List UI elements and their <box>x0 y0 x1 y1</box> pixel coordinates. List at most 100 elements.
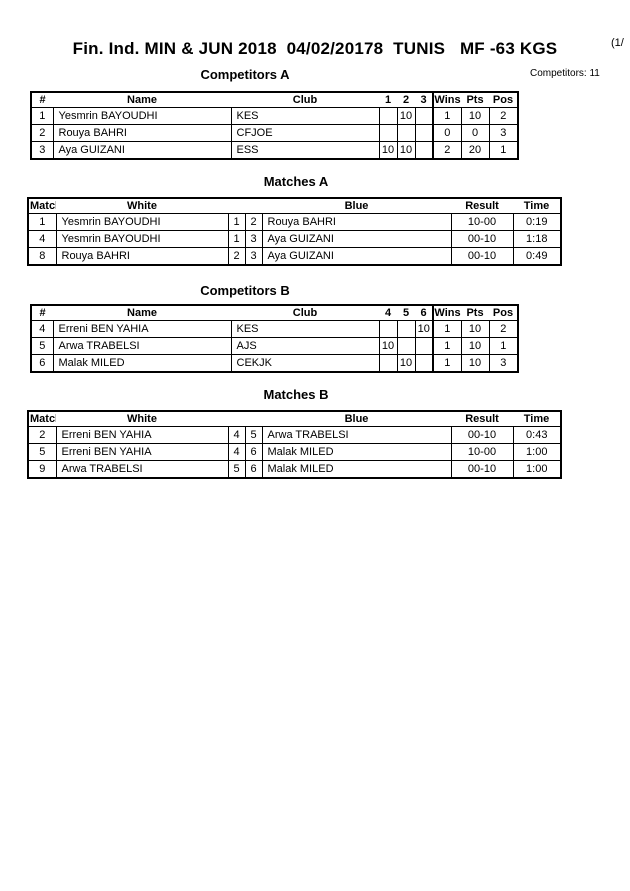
cell-white-number: 4 <box>227 426 246 444</box>
column-header: Blue <box>262 411 451 427</box>
column-header <box>245 198 262 214</box>
match-row: 8 Rouya BAHRI 2 3 Aya GUIZANI 00-10 0:49 <box>27 247 562 266</box>
competitor-row: 4 Erreni BEN YAHIA KES 10 1 10 2 <box>30 320 519 338</box>
column-header: # <box>31 305 53 321</box>
table-header-row: Match White Blue Result Time <box>28 198 561 214</box>
competitor-row: 3 Aya GUIZANI ESS 10 10 2 20 1 <box>30 141 519 160</box>
cell-result: 00-10 <box>450 230 514 248</box>
competitor-row: 5 Arwa TRABELSI AJS 10 1 10 1 <box>30 337 519 355</box>
cell-result: 00-10 <box>450 426 514 444</box>
cell-white-number: 2 <box>227 247 246 266</box>
cell-result: 10-00 <box>450 443 514 461</box>
section-title-matches-a: Matches A <box>263 174 329 189</box>
cell-blue-number: 5 <box>244 426 263 444</box>
cell-result: 00-10 <box>450 247 514 266</box>
matches-b-table: Match White Blue Result Time 2 Erreni BE… <box>27 410 562 479</box>
section-title-competitors-a: Competitors A <box>200 67 290 82</box>
cell-score <box>396 320 416 338</box>
cell-result: 10-00 <box>450 213 514 231</box>
cell-name: Malak MILED <box>52 354 232 373</box>
column-header: 5 <box>397 305 415 321</box>
cell-score: 10 <box>396 107 416 125</box>
table-header-row: Match White Blue Result Time <box>28 411 561 427</box>
page-number-marker: (1/ <box>611 37 624 49</box>
cell-score <box>414 107 434 125</box>
cell-blue-name: Rouya BAHRI <box>261 213 452 231</box>
cell-name: Aya GUIZANI <box>52 141 232 160</box>
cell-score <box>378 107 398 125</box>
cell-score <box>378 320 398 338</box>
column-header: 1 <box>379 92 397 108</box>
cell-name: Rouya BAHRI <box>52 124 232 142</box>
cell-white-name: Arwa TRABELSI <box>55 460 229 479</box>
cell-pos: 2 <box>488 107 519 125</box>
competitors-b-table: # Name Club 4 5 6 Wins Pts Pos 4 Erreni … <box>30 304 519 373</box>
cell-wins: 2 <box>432 141 462 160</box>
table-header-row: # Name Club 1 2 3 Wins Pts Pos <box>31 92 518 108</box>
cell-number: 6 <box>30 354 54 373</box>
cell-score <box>414 124 434 142</box>
cell-blue-number: 3 <box>244 230 263 248</box>
column-header: Time <box>513 411 561 427</box>
report-title: Fin. Ind. MIN & JUN 2018 04/02/20178 TUN… <box>72 39 558 58</box>
competitors-count: Competitors: 11 <box>530 68 600 79</box>
cell-score <box>414 337 434 355</box>
cell-blue-name: Arwa TRABELSI <box>261 426 452 444</box>
competitor-row: 1 Yesmrin BAYOUDHI KES 10 1 10 2 <box>30 107 519 125</box>
cell-club: CFJOE <box>230 124 380 142</box>
cell-blue-name: Malak MILED <box>261 460 452 479</box>
column-header: Pts <box>461 92 489 108</box>
column-header: Match <box>28 198 56 214</box>
cell-white-number: 5 <box>227 460 246 479</box>
column-header: White <box>56 198 228 214</box>
cell-pts: 20 <box>460 141 490 160</box>
column-header: Pos <box>489 305 518 321</box>
section-title-matches-b: Matches B <box>263 387 329 402</box>
column-header: # <box>31 92 53 108</box>
cell-wins: 1 <box>432 354 462 373</box>
column-header <box>228 198 245 214</box>
cell-score <box>396 124 416 142</box>
column-header: Blue <box>262 198 451 214</box>
cell-time: 0:49 <box>512 247 562 266</box>
column-header: 3 <box>415 92 433 108</box>
cell-white-number: 1 <box>227 230 246 248</box>
cell-name: Erreni BEN YAHIA <box>52 320 232 338</box>
column-header: 2 <box>397 92 415 108</box>
cell-white-name: Erreni BEN YAHIA <box>55 443 229 461</box>
cell-match-number: 5 <box>27 443 57 461</box>
cell-blue-name: Malak MILED <box>261 443 452 461</box>
cell-white-number: 4 <box>227 443 246 461</box>
competitors-a-table: # Name Club 1 2 3 Wins Pts Pos 1 Yesmrin… <box>30 91 519 160</box>
cell-number: 2 <box>30 124 54 142</box>
column-header: 6 <box>415 305 433 321</box>
cell-time: 1:18 <box>512 230 562 248</box>
column-header: Club <box>231 92 379 108</box>
cell-time: 0:43 <box>512 426 562 444</box>
cell-time: 0:19 <box>512 213 562 231</box>
match-row: 5 Erreni BEN YAHIA 4 6 Malak MILED 10-00… <box>27 443 562 461</box>
cell-score: 10 <box>378 141 398 160</box>
cell-pos: 1 <box>488 337 519 355</box>
match-row: 2 Erreni BEN YAHIA 4 5 Arwa TRABELSI 00-… <box>27 426 562 444</box>
cell-white-name: Erreni BEN YAHIA <box>55 426 229 444</box>
cell-score: 10 <box>396 354 416 373</box>
cell-white-name: Yesmrin BAYOUDHI <box>55 230 229 248</box>
cell-score <box>414 354 434 373</box>
cell-score <box>378 124 398 142</box>
cell-number: 1 <box>30 107 54 125</box>
column-header: Name <box>53 92 231 108</box>
cell-club: CEKJK <box>230 354 380 373</box>
column-header: Time <box>513 198 561 214</box>
cell-pos: 2 <box>488 320 519 338</box>
cell-number: 4 <box>30 320 54 338</box>
column-header: Club <box>231 305 379 321</box>
cell-pts: 0 <box>460 124 490 142</box>
column-header: Wins <box>432 305 461 321</box>
cell-club: AJS <box>230 337 380 355</box>
cell-match-number: 4 <box>27 230 57 248</box>
column-header: Name <box>53 305 231 321</box>
cell-wins: 1 <box>432 337 462 355</box>
cell-time: 1:00 <box>512 443 562 461</box>
